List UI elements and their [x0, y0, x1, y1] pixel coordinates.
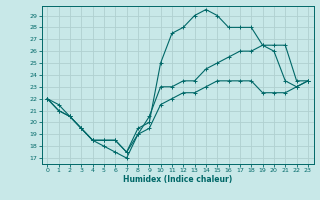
X-axis label: Humidex (Indice chaleur): Humidex (Indice chaleur) — [123, 175, 232, 184]
